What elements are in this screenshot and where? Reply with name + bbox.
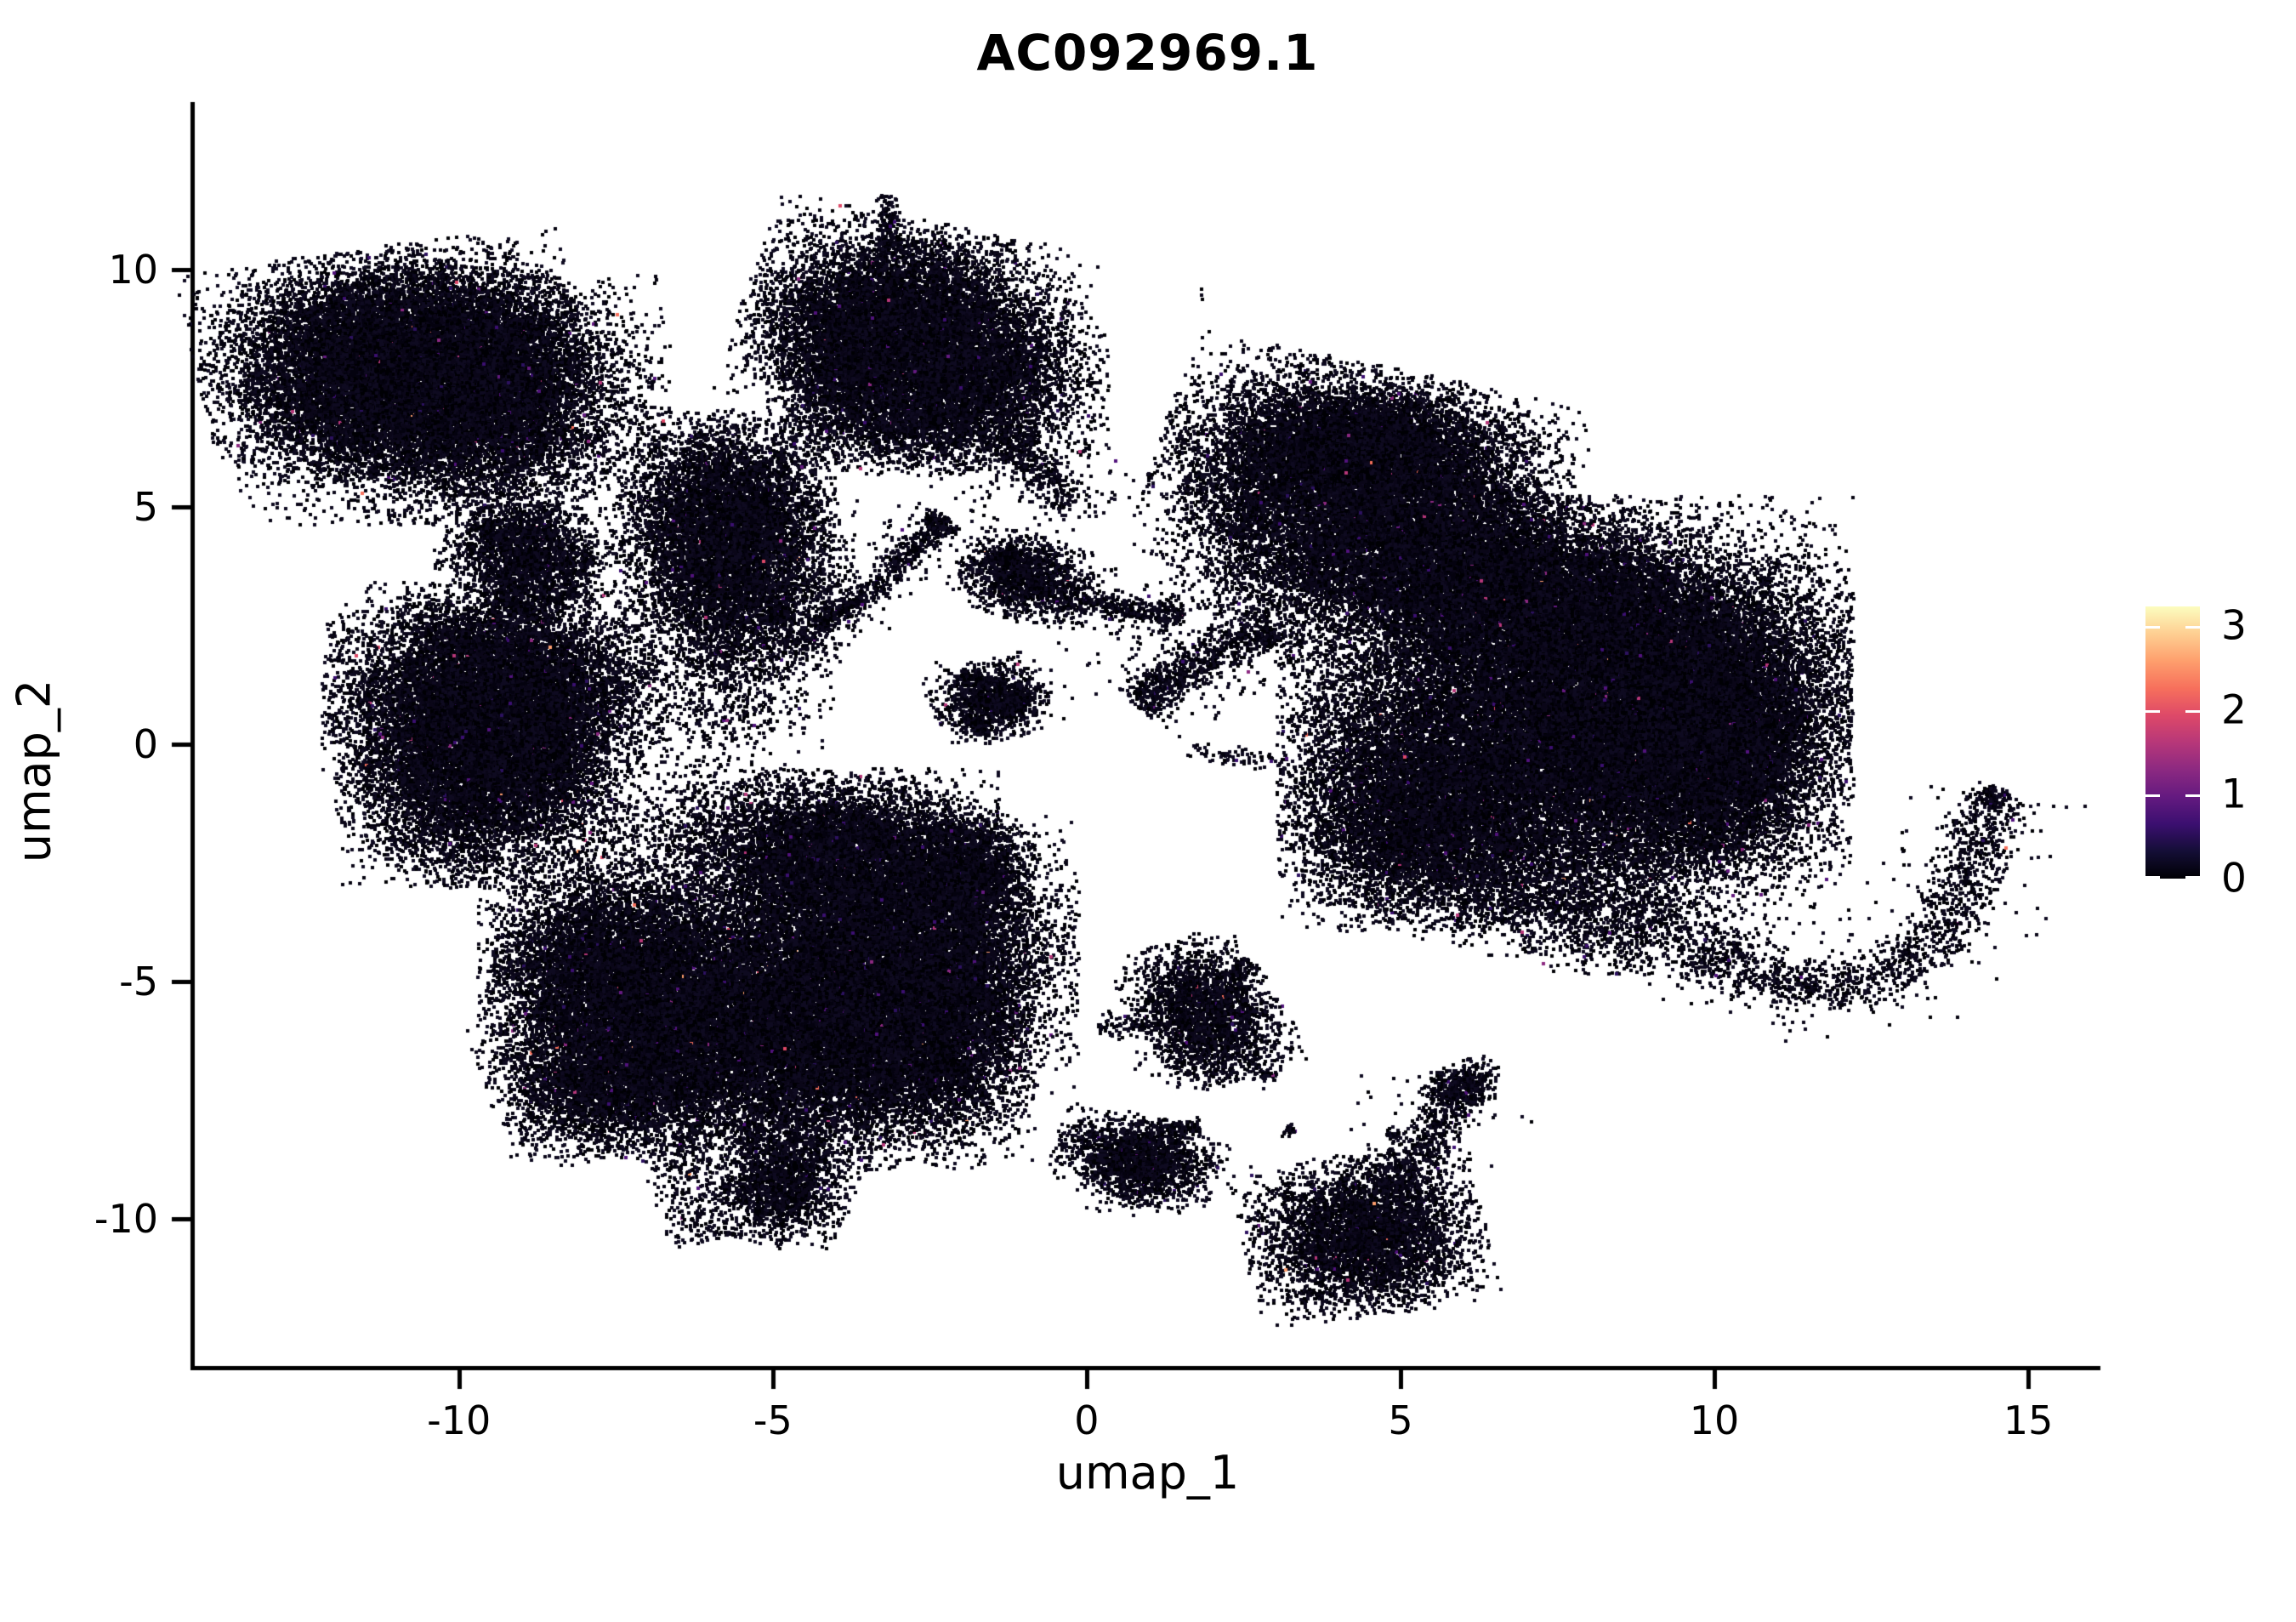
colorbar-tick-mark-2 [2145, 709, 2160, 713]
colorbar-tick-mark-0 [2185, 876, 2200, 879]
y-tick-label-5: 5 [133, 483, 158, 530]
x-tick-label--10: -10 [427, 1397, 492, 1443]
x-tick-label-5: 5 [1388, 1397, 1413, 1443]
colorbar-tick-mark-3 [2145, 625, 2160, 629]
colorbar-tick-mark-1 [2145, 794, 2160, 797]
y-tick-label--5: -5 [119, 959, 158, 1005]
x-tick-label-15: 15 [2003, 1397, 2054, 1443]
plot-title: AC092969.1 [976, 24, 1319, 82]
colorbar-label-1: 1 [2221, 771, 2247, 818]
scatter-canvas [0, 0, 2296, 1531]
y-axis-label: umap_2 [7, 679, 61, 863]
colorbar-label-3: 3 [2221, 602, 2247, 650]
x-axis-label: umap_1 [1055, 1446, 1240, 1500]
y-tick-label--10: -10 [94, 1196, 158, 1242]
colorbar-tick-mark-0 [2145, 876, 2160, 879]
expression-colorbar [2145, 606, 2200, 879]
y-tick-label-10: 10 [108, 246, 158, 293]
colorbar-tick-mark-3 [2185, 625, 2200, 629]
x-tick-label-0: 0 [1074, 1397, 1100, 1443]
colorbar-label-2: 2 [2221, 686, 2247, 734]
colorbar-label-0: 0 [2221, 855, 2247, 902]
umap-feature-plot: AC092969.1 umap_1 umap_2 -10 -5 0 5 10 15 10 5… [0, 0, 2296, 1531]
y-tick-label-0: 0 [133, 720, 158, 767]
x-tick-label-10: 10 [1689, 1397, 1740, 1443]
colorbar-tick-mark-1 [2185, 794, 2200, 797]
colorbar-tick-mark-2 [2185, 709, 2200, 713]
x-tick-label--5: -5 [753, 1397, 793, 1443]
